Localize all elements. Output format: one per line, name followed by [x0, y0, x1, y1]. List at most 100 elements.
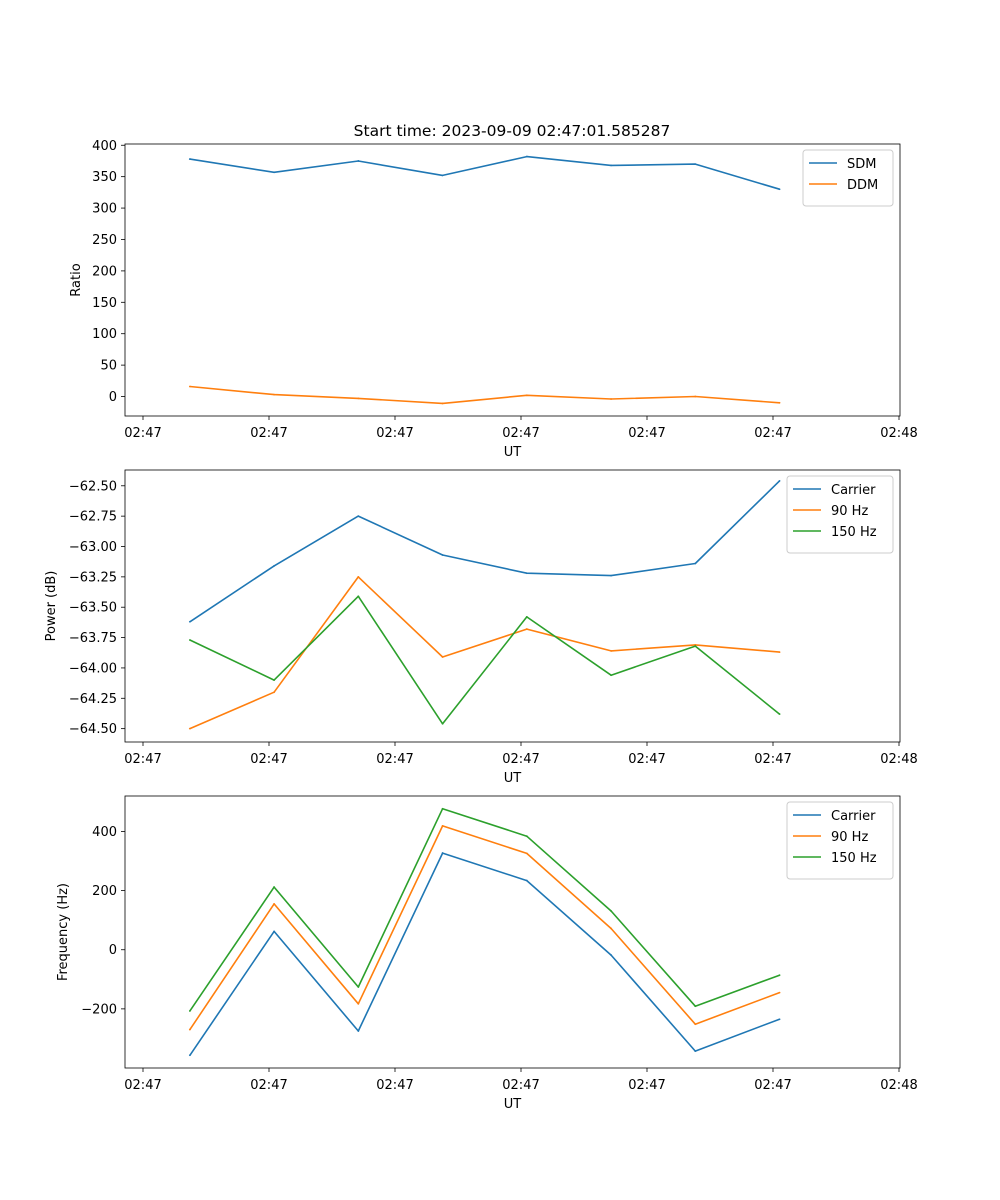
frequency-series-150-hz-point [273, 886, 276, 888]
frequency-y-tick-label: 200 [92, 884, 117, 899]
ratio-y-tick-label: 300 [92, 202, 117, 217]
power-y-axis-label: Power (dB) [44, 571, 59, 642]
power-series-carrier-point [357, 515, 360, 518]
ratio-legend-label-ddm: DDM [847, 178, 878, 193]
power-series-90-hz-point [188, 727, 191, 730]
ratio-y-tick-label: 0 [109, 390, 117, 405]
frequency-x-tick-label: 02:47 [628, 1078, 665, 1093]
ratio-series-sdm-line [189, 155, 780, 190]
frequency-y-tick-label: 400 [92, 825, 117, 840]
power-y-tick-label: −63.50 [69, 601, 117, 616]
frequency-series-150-hz-point [441, 807, 444, 810]
power-y-tick-label: −63.75 [69, 631, 117, 646]
ratio-series-sdm-point [441, 174, 444, 177]
ratio-series-sdm-point [188, 158, 191, 160]
frequency-x-tick-label: 02:47 [376, 1078, 413, 1093]
power-series-150-hz-point [778, 713, 781, 715]
frequency-series-150-hz-point [694, 1005, 697, 1008]
power-series-90-hz-point [357, 575, 360, 578]
power-x-tick-label: 02:47 [124, 752, 161, 767]
power-series-carrier-point [525, 572, 528, 575]
frequency-series-150-hz-line [189, 807, 780, 1012]
frequency-y-tick-label: 0 [109, 943, 117, 958]
power-series-90-hz-line [189, 576, 780, 730]
ratio-x-tick-label: 02:47 [754, 426, 791, 441]
power-series-90-hz-point [441, 656, 444, 658]
power-series-carrier-line [189, 480, 781, 623]
power-y-tick-label: −64.25 [69, 692, 117, 707]
frequency-series-90-hz-point [610, 927, 612, 930]
ratio-legend-box [802, 149, 894, 207]
ratio-y-tick-label: 100 [92, 327, 117, 342]
frequency-series-90-hz-point [778, 991, 781, 994]
power-series-150-hz-point [357, 595, 360, 598]
power-series-150-hz-point [694, 645, 697, 647]
ratio-series-sdm-point [778, 188, 781, 191]
power-y-tick-label: −62.50 [69, 479, 117, 494]
power-y-tick-label: −63.00 [69, 540, 117, 555]
frequency-series-carrier-point [694, 1050, 697, 1053]
frequency-legend-label-carrier: Carrier [831, 809, 876, 824]
power-y-tick-label: −63.25 [69, 570, 117, 585]
power-series-150-hz-point [441, 722, 444, 725]
power-y-tick-label: −64.50 [69, 722, 117, 737]
ratio-y-axis-label: Ratio [69, 263, 84, 296]
power-legend-label-carrier: Carrier [831, 483, 876, 498]
frequency-x-tick-label: 02:47 [502, 1078, 539, 1093]
power-x-tick-label: 02:47 [250, 752, 287, 767]
frequency-series-90-hz-point [357, 1002, 360, 1005]
power-series-90-hz-point [525, 628, 528, 630]
ratio-series-ddm-point [441, 402, 444, 405]
power-series-150-hz-point [610, 674, 612, 677]
frequency-series-90-hz-point [273, 903, 276, 905]
frequency-x-tick-label: 02:47 [250, 1078, 287, 1093]
ratio-axes-frame [124, 143, 901, 417]
ratio-series-sdm-point [525, 155, 528, 158]
ratio-x-tick-label: 02:47 [628, 426, 665, 441]
ratio-y-tick-label: 200 [92, 264, 117, 279]
ratio-series-sdm-point [610, 164, 612, 167]
power-x-tick-label: 02:47 [502, 752, 539, 767]
frequency-series-carrier-point [610, 954, 612, 956]
figure-title: Start time: 2023-09-09 02:47:01.585287 [354, 122, 671, 140]
ratio-x-tick-label: 02:47 [250, 426, 287, 441]
ratio-y-tick-label: 400 [92, 139, 117, 154]
frequency-series-carrier-point [778, 1018, 781, 1021]
ratio-y-tick-label: 350 [92, 170, 117, 185]
frequency-series-carrier-point [357, 1030, 360, 1032]
power-x-tick-label: 02:47 [628, 752, 665, 767]
power-x-tick-label: 02:47 [754, 752, 791, 767]
frequency-series-150-hz-point [778, 974, 781, 977]
ratio-series-ddm-point [610, 398, 612, 400]
power-series-150-hz-point [188, 639, 191, 641]
frequency-series-150-hz-point [188, 1010, 191, 1012]
ratio-y-tick-label: 150 [92, 296, 117, 311]
frequency-legend: Carrier 90 Hz 150 Hz [786, 801, 894, 880]
power-legend: Carrier 90 Hz 150 Hz [786, 475, 894, 554]
ratio-series-sdm-point [694, 163, 697, 166]
frequency-x-tick-label: 02:48 [880, 1078, 917, 1093]
power-y-tick-label: −64.00 [69, 661, 117, 676]
frequency-legend-label-150-hz: 150 Hz [831, 851, 877, 866]
power-series-carrier-point [610, 574, 612, 577]
frequency-series-carrier-point [188, 1054, 191, 1057]
frequency-series-carrier-point [273, 930, 276, 933]
frequency-axes-frame [124, 795, 901, 1069]
ratio-x-tick-label: 02:48 [880, 426, 917, 441]
frequency-y-axis-label: Frequency (Hz) [56, 883, 71, 981]
power-x-tick-label: 02:47 [376, 752, 413, 767]
ratio-x-tick-label: 02:47 [376, 426, 413, 441]
power-series-90-hz-point [610, 650, 612, 652]
frequency-series-90-hz-point [188, 1028, 191, 1031]
frequency-series-carrier-point [525, 879, 528, 882]
frequency-series-carrier-line [189, 852, 780, 1056]
frequency-series-150-hz-point [610, 910, 612, 912]
ratio-y-tick-label: 250 [92, 233, 117, 248]
ratio-series-ddm-point [273, 393, 276, 396]
frequency-y-tick-label: −200 [81, 1002, 117, 1017]
ratio-x-axis-label: UT [504, 445, 522, 460]
power-series-carrier-point [441, 554, 444, 556]
ratio-series-sdm-point [357, 160, 360, 162]
ratio-series-ddm-point [525, 394, 528, 397]
